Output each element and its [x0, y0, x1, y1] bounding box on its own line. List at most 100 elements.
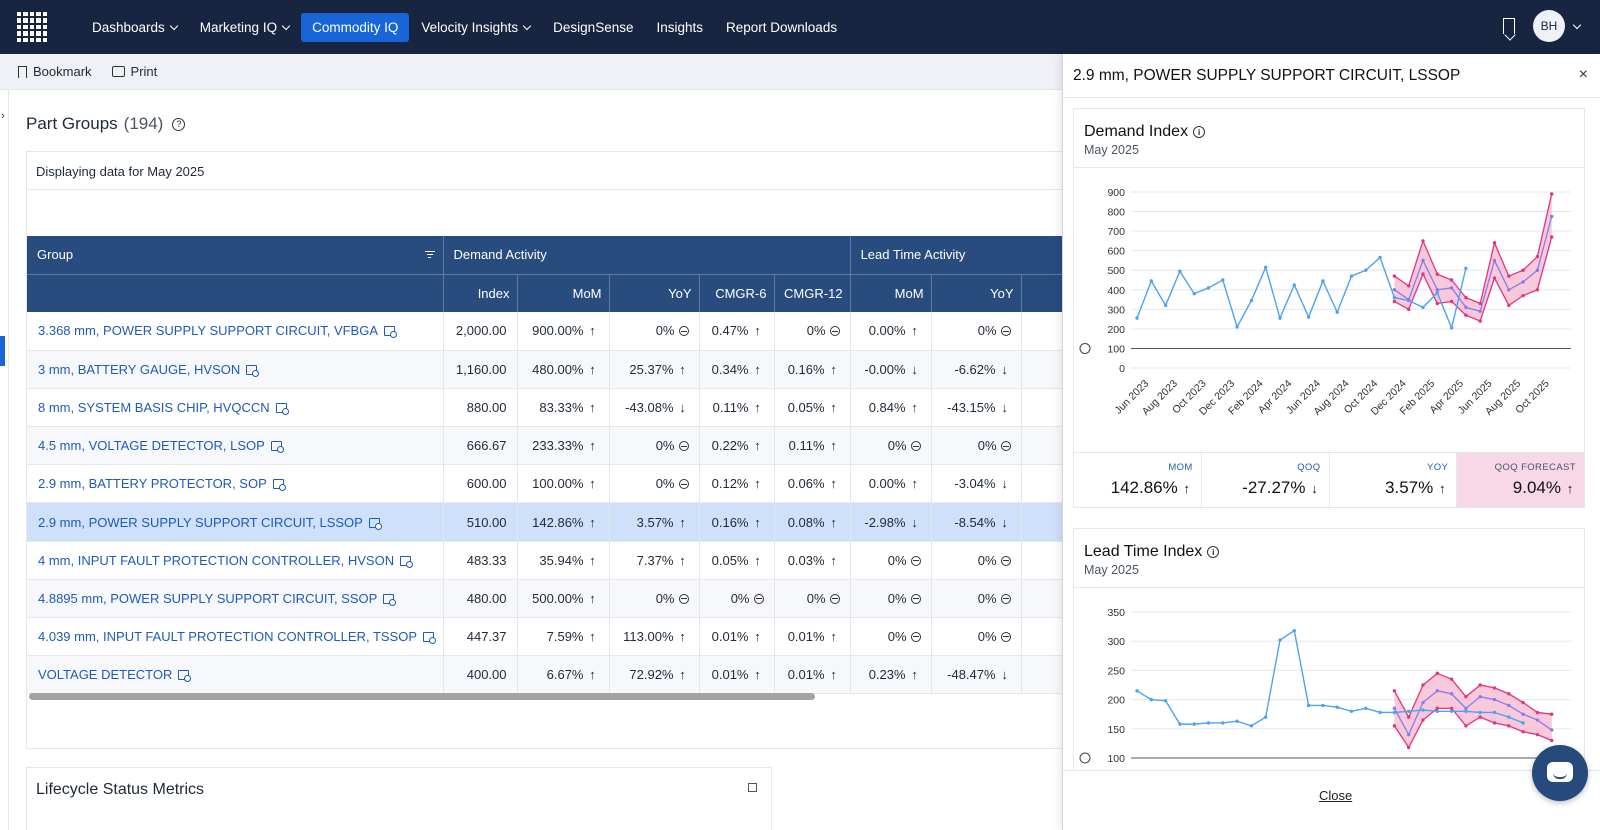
nav-item-insights[interactable]: Insights: [645, 13, 714, 42]
column-header-yoy[interactable]: YoY: [609, 274, 700, 312]
chat-button[interactable]: [1532, 745, 1588, 801]
chart-preview-icon[interactable]: [178, 670, 192, 683]
part-group-link[interactable]: VOLTAGE DETECTOR: [27, 655, 444, 695]
expand-sidebar-icon[interactable]: ›: [1, 110, 5, 122]
table-row[interactable]: 4.8895 mm, POWER SUPPLY SUPPORT CIRCUIT,…: [27, 579, 1062, 619]
close-link[interactable]: Close: [1319, 788, 1353, 803]
nav-item-velocity-insights[interactable]: Velocity Insights: [410, 13, 541, 42]
divider: [27, 189, 1062, 190]
forecast-mid-point: [1521, 712, 1525, 716]
actual-point: [1178, 269, 1182, 273]
cell-value: 83.33%: [539, 399, 584, 415]
part-group-link[interactable]: 4 mm, INPUT FAULT PROTECTION CONTROLLER,…: [27, 541, 444, 580]
metric-qoq-forecast: QOQ FORECAST 9.04% ↑: [1457, 453, 1584, 507]
table-row[interactable]: VOLTAGE DETECTOR 400.00 6.67% ↑ 72.92% ↑ 0.01%…: [27, 655, 1062, 695]
forecast-mid-point: [1492, 258, 1497, 263]
print-icon: [111, 66, 125, 77]
forecast-point: [1492, 686, 1497, 690]
divider: [1074, 167, 1584, 168]
lead-time-index-chart[interactable]: 100 150 200 250 300 350: [1074, 588, 1585, 778]
table-row[interactable]: 4.039 mm, INPUT FAULT PROTECTION CONTROL…: [27, 617, 1062, 657]
chart-preview-icon[interactable]: [383, 593, 397, 606]
column-header-cmgr-12[interactable]: CMGR-12: [774, 274, 851, 312]
no-change-icon: [678, 441, 689, 452]
column-header-mom[interactable]: MoM: [850, 274, 932, 312]
actual-point: [1378, 710, 1382, 715]
nav-item-designsense[interactable]: DesignSense: [542, 13, 644, 42]
chart-preview-icon[interactable]: [384, 326, 398, 339]
chart-preview-icon[interactable]: [275, 402, 289, 415]
horizontal-scrollbar[interactable]: [29, 693, 815, 700]
table-cell-overflow: [1021, 655, 1062, 695]
bookmark-icon[interactable]: [1503, 18, 1515, 34]
arrow-up-icon: ↑: [830, 629, 837, 645]
info-icon[interactable]: i: [1207, 546, 1220, 558]
chart-preview-icon[interactable]: [246, 364, 260, 377]
nav-item-marketing-iq[interactable]: Marketing IQ: [189, 13, 300, 42]
table-row[interactable]: 3 mm, BATTERY GAUGE, HVSON 1,160.00 480.00…: [27, 350, 1062, 389]
info-icon[interactable]: i: [1193, 126, 1206, 138]
column-header-mom[interactable]: MoM: [517, 274, 610, 312]
page-title-count: (194): [123, 114, 164, 133]
actual-point: [1364, 706, 1368, 711]
forecast-lower-line: [1394, 236, 1553, 322]
filter-icon[interactable]: [424, 251, 435, 259]
cell-value: 0.08%: [787, 514, 825, 530]
table-cell: 447.37: [443, 617, 518, 657]
forecast-point: [1507, 274, 1511, 278]
chart-preview-icon[interactable]: [423, 632, 437, 645]
bookmark-button[interactable]: Bookmark: [18, 64, 92, 79]
app-logo-icon[interactable]: [17, 12, 47, 42]
forecast-mid-point: [1421, 700, 1425, 705]
expand-icon[interactable]: [748, 783, 757, 792]
chart-preview-icon[interactable]: [368, 517, 382, 530]
part-group-link[interactable]: 2.9 mm, BATTERY PROTECTOR, SOP: [27, 464, 444, 504]
table-row[interactable]: 2.9 mm, POWER SUPPLY SUPPORT CIRCUIT, LS…: [27, 502, 1062, 542]
part-group-link[interactable]: 3 mm, BATTERY GAUGE, HVSON: [27, 350, 444, 389]
part-group-link[interactable]: 3.368 mm, POWER SUPPLY SUPPORT CIRCUIT, …: [27, 312, 444, 351]
help-icon[interactable]: ?: [172, 117, 186, 131]
cell-value: 0%: [806, 323, 826, 339]
chart-preview-icon[interactable]: [272, 479, 286, 492]
table-row[interactable]: 8 mm, SYSTEM BASIS CHIP, HVQCCN 880.00 83.…: [27, 388, 1062, 428]
cell-value: 72.92%: [629, 667, 674, 683]
part-group-link[interactable]: 2.9 mm, POWER SUPPLY SUPPORT CIRCUIT, LS…: [27, 502, 444, 542]
table-cell-overflow: [1021, 464, 1062, 504]
chart-preview-icon[interactable]: [270, 441, 284, 454]
table-cell: 0.00% ↑: [850, 312, 932, 351]
column-header-yoy[interactable]: YoY: [931, 274, 1022, 312]
table-row[interactable]: 2.9 mm, BATTERY PROTECTOR, SOP 600.00 100.…: [27, 464, 1062, 504]
chart-preview-icon[interactable]: [400, 555, 414, 568]
user-menu[interactable]: BH: [1533, 10, 1582, 42]
column-header-index[interactable]: Index: [443, 274, 518, 312]
part-group-link[interactable]: 4.5 mm, VOLTAGE DETECTOR, LSOP: [27, 426, 444, 466]
forecast-point: [1507, 692, 1511, 696]
avatar[interactable]: BH: [1533, 10, 1565, 42]
forecast-point: [1449, 299, 1454, 304]
group-header[interactable]: Group: [27, 236, 444, 275]
nav-item-commodity-iq[interactable]: Commodity IQ: [301, 12, 410, 42]
nav-item-label: Insights: [656, 19, 704, 35]
arrow-up-icon: ↑: [589, 590, 596, 606]
column-header-cmgr-6[interactable]: CMGR-6: [699, 274, 775, 312]
arrow-up-icon: ↑: [754, 667, 761, 683]
forecast-mid-point: [1478, 694, 1482, 699]
print-button[interactable]: Print: [111, 64, 157, 79]
part-group-link[interactable]: 4.039 mm, INPUT FAULT PROTECTION CONTROL…: [27, 617, 444, 657]
nav-item-report-downloads[interactable]: Report Downloads: [715, 13, 848, 42]
actual-point: [1435, 291, 1439, 295]
table-row[interactable]: 4 mm, INPUT FAULT PROTECTION CONTROLLER,…: [27, 541, 1062, 580]
arrow-up-icon: ↑: [754, 438, 761, 454]
table-row[interactable]: 4.5 mm, VOLTAGE DETECTOR, LSOP 666.67 233.…: [27, 426, 1062, 466]
forecast-mid-point: [1392, 706, 1397, 711]
close-icon[interactable]: ×: [1578, 66, 1588, 83]
table-row[interactable]: 3.368 mm, POWER SUPPLY SUPPORT CIRCUIT, …: [27, 312, 1062, 351]
nav-item-dashboards[interactable]: Dashboards: [81, 13, 188, 42]
table-cell: 3.57% ↑: [609, 502, 700, 542]
forecast-point: [1550, 235, 1554, 239]
part-group-link[interactable]: 8 mm, SYSTEM BASIS CHIP, HVQCCN: [27, 388, 444, 428]
y-tick-label: 100: [1107, 343, 1125, 355]
part-group-link[interactable]: 4.8895 mm, POWER SUPPLY SUPPORT CIRCUIT,…: [27, 579, 444, 619]
table-cell: 0%: [850, 426, 932, 466]
